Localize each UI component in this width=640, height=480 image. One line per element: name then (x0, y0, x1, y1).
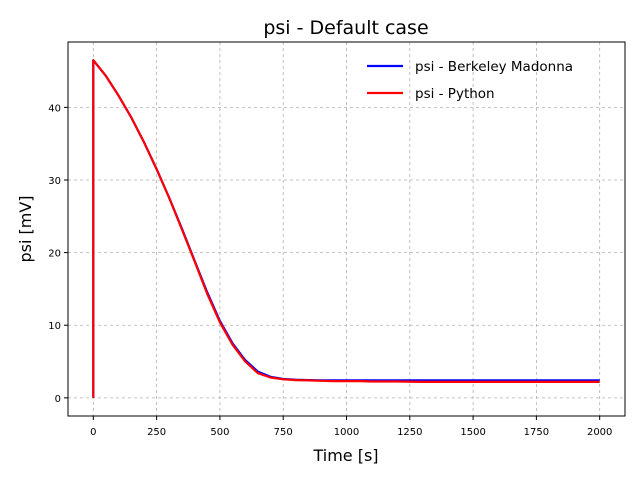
grid-lines (68, 42, 625, 416)
chart-title: psi - Default case (263, 17, 428, 39)
x-tick-label: 500 (210, 427, 229, 438)
y-tick-label: 10 (48, 321, 61, 332)
x-tick-label: 1500 (460, 427, 485, 438)
x-tick-label: 750 (274, 427, 293, 438)
y-axis-ticks: 0 10 20 30 40 (48, 103, 68, 405)
series-lines (92, 59, 600, 398)
x-axis-label: Time [s] (312, 446, 378, 465)
y-tick-label: 30 (48, 176, 61, 187)
x-tick-label: 2000 (587, 427, 612, 438)
x-tick-label: 1750 (524, 427, 549, 438)
x-tick-label: 250 (147, 427, 166, 438)
x-tick-label: 1000 (334, 427, 359, 438)
series-line-2 (92, 59, 600, 398)
y-tick-label: 40 (48, 103, 61, 114)
y-tick-label: 0 (55, 394, 61, 405)
x-axis-ticks: 0 250 500 750 1000 1250 1500 1750 2000 (90, 416, 612, 438)
legend-label: psi - Python (415, 86, 495, 102)
y-axis-label: psi [mV] (16, 195, 35, 262)
legend: psi - Berkeley Madonna psi - Python (367, 59, 573, 102)
y-tick-label: 20 (48, 249, 61, 260)
x-tick-label: 0 (90, 427, 96, 438)
legend-label: psi - Berkeley Madonna (415, 59, 573, 75)
x-tick-label: 1250 (397, 427, 422, 438)
